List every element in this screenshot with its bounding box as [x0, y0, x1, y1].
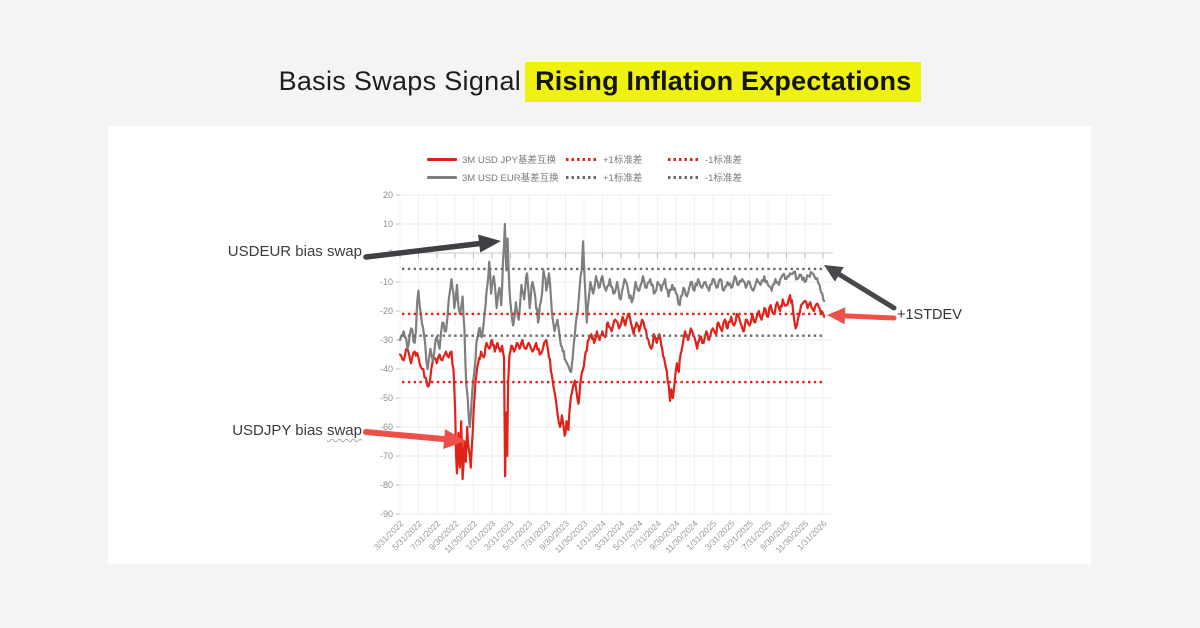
page-title-highlight: Rising Inflation Expectations: [525, 62, 922, 102]
legend-label: -1标准差: [705, 155, 742, 166]
chart-card: [108, 126, 1091, 564]
legend-item-jpy-series: 3M USD JPY基差互换: [427, 152, 556, 166]
legend-label: 3M USD EUR基差互换: [462, 173, 559, 184]
usdeur-annotation-text: USDEUR bias swap: [227, 243, 362, 260]
page-title-plain: Basis Swaps Signal: [278, 66, 522, 96]
legend-label: 3M USD JPY基差互换: [462, 155, 556, 166]
stdev-annotation-text: +1STDEV: [897, 307, 962, 323]
eur-minus1std-swatch: [668, 175, 700, 179]
legend-label: +1标准差: [603, 173, 643, 184]
legend-item-jpy-plus1std: +1标准差: [566, 152, 642, 166]
legend-item-eur-plus1std: +1标准差: [566, 170, 642, 184]
jpy-plus1std-swatch: [566, 157, 598, 161]
eur-plus1std-swatch: [566, 175, 598, 179]
legend-label: +1标准差: [603, 155, 643, 166]
legend-label: -1标准差: [705, 173, 742, 184]
jpy-minus1std-swatch: [668, 157, 700, 161]
page-title: Basis Swaps Signal Rising Inflation Expec…: [0, 61, 1200, 102]
usdjpy-annotation: USDJPY bias swap: [218, 422, 362, 439]
eur-line-swatch: [427, 175, 457, 179]
legend-item-eur-minus1std: -1标准差: [668, 170, 742, 184]
legend-item-jpy-minus1std: -1标准差: [668, 152, 742, 166]
usdeur-annotation: USDEUR bias swap: [218, 243, 362, 260]
usdjpy-annotation-text: USDJPY bias: [232, 422, 327, 439]
stdev-annotation: +1STDEV: [897, 307, 962, 323]
jpy-line-swatch: [427, 157, 457, 161]
usdjpy-annotation-swap-word: swap: [326, 422, 362, 439]
legend-item-eur-series: 3M USD EUR基差互换: [427, 170, 559, 184]
